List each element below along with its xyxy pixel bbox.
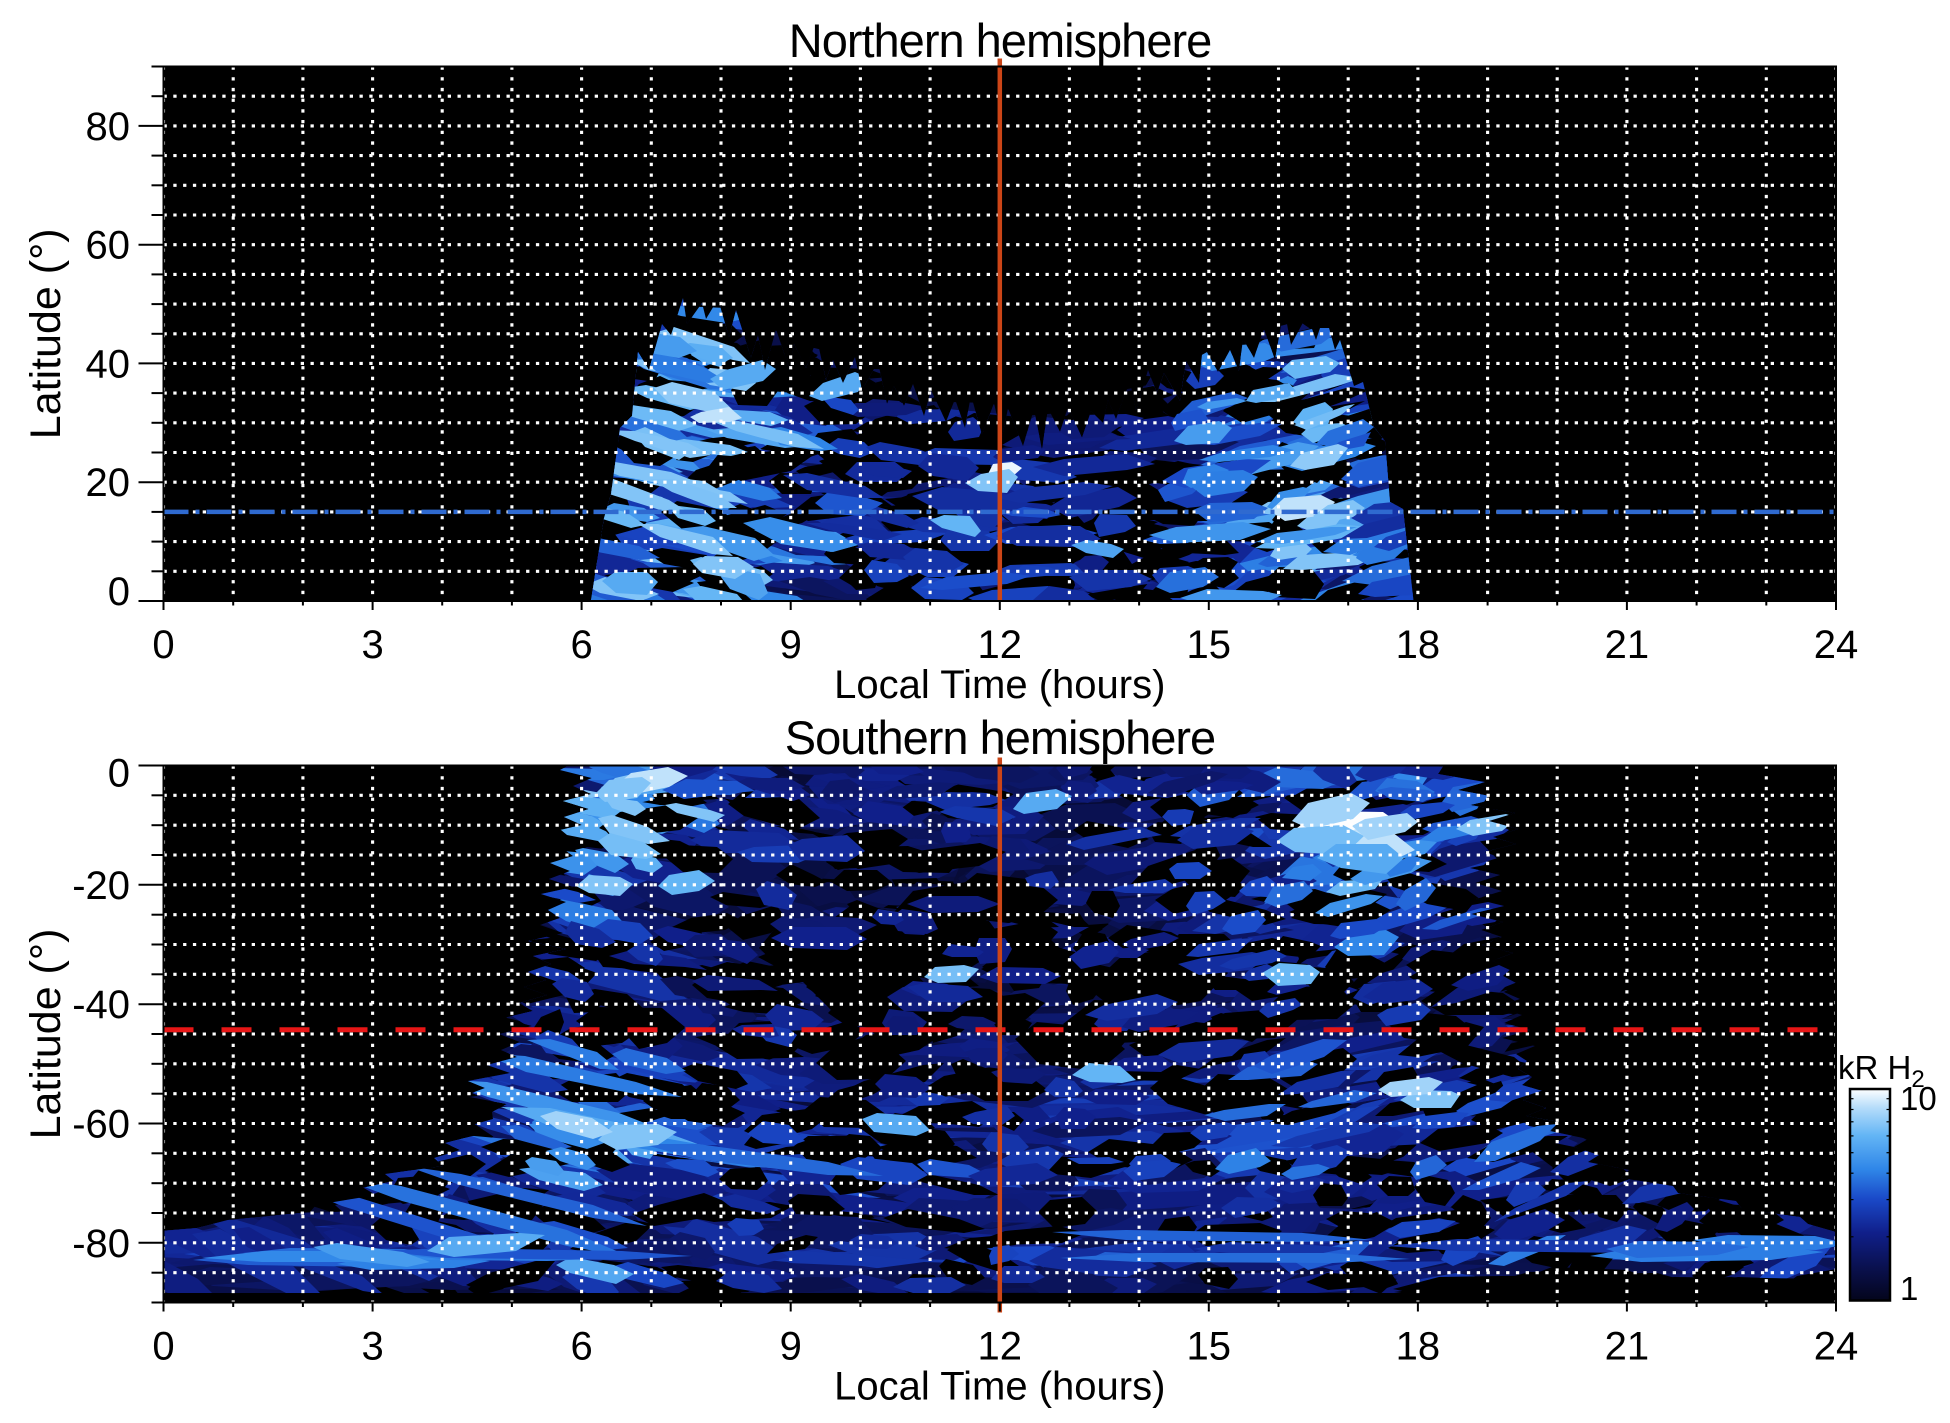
svg-text:24: 24 [1814,1325,1859,1369]
svg-text:60: 60 [86,224,131,268]
svg-text:6: 6 [570,1325,592,1369]
svg-text:0: 0 [108,752,130,796]
svg-text:3: 3 [361,623,383,667]
svg-text:-60: -60 [72,1103,130,1147]
svg-text:-40: -40 [72,983,130,1027]
svg-text:20: 20 [86,461,131,505]
svg-text:0: 0 [152,623,174,667]
svg-text:12: 12 [978,623,1023,667]
svg-text:Southern hemisphere: Southern hemisphere [785,711,1215,764]
svg-text:9: 9 [780,623,802,667]
svg-text:21: 21 [1605,1325,1650,1369]
svg-text:-80: -80 [72,1222,130,1266]
svg-text:0: 0 [108,570,130,614]
svg-text:1: 1 [1900,1270,1918,1307]
svg-text:0: 0 [152,1325,174,1369]
svg-text:Latitude (°): Latitude (°) [22,929,70,1140]
svg-text:21: 21 [1605,623,1650,667]
svg-text:6: 6 [570,623,592,667]
svg-text:Latitude (°): Latitude (°) [22,228,70,439]
svg-text:15: 15 [1187,1325,1232,1369]
svg-text:kR H2: kR H2 [1838,1049,1925,1093]
svg-text:40: 40 [86,342,131,386]
svg-text:12: 12 [978,1325,1023,1369]
svg-text:18: 18 [1396,623,1441,667]
svg-text:Local Time (hours): Local Time (hours) [834,1365,1165,1409]
svg-text:18: 18 [1396,1325,1441,1369]
svg-text:-20: -20 [72,864,130,908]
svg-text:80: 80 [86,105,131,149]
svg-text:15: 15 [1187,623,1232,667]
svg-text:9: 9 [780,1325,802,1369]
svg-text:Northern hemisphere: Northern hemisphere [789,14,1212,67]
svg-text:3: 3 [361,1325,383,1369]
svg-text:10: 10 [1900,1080,1937,1117]
svg-text:Local Time (hours): Local Time (hours) [834,663,1165,707]
svg-text:24: 24 [1814,623,1859,667]
